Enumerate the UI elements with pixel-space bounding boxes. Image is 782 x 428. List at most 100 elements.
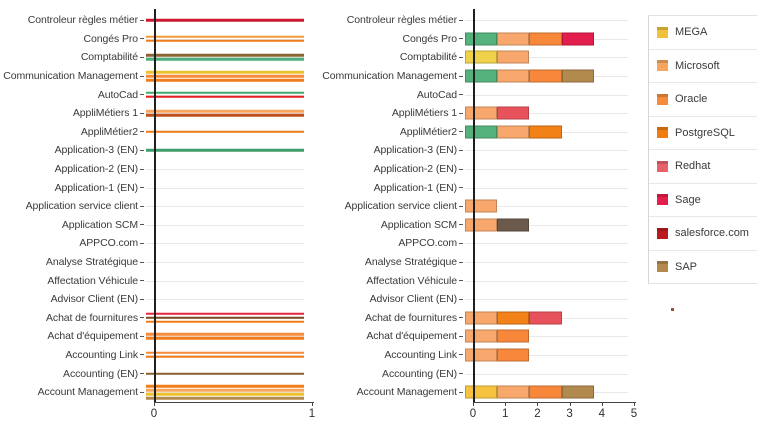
- row-plot-area: [146, 30, 332, 49]
- bar-segment[interactable]: [465, 199, 498, 213]
- bar-line-segment[interactable]: [146, 70, 304, 74]
- bar-segment[interactable]: [465, 32, 498, 46]
- bar-line-segment[interactable]: [146, 149, 304, 152]
- legend-item[interactable]: MEGA: [649, 16, 757, 50]
- bar-line-segment[interactable]: [146, 392, 304, 396]
- bar-line-segment[interactable]: [146, 316, 304, 320]
- bar-line-segment[interactable]: [146, 19, 304, 22]
- row-gridline: [465, 169, 628, 171]
- chart-row: Congés Pro: [2, 30, 332, 49]
- legend-item[interactable]: SAP: [649, 251, 757, 284]
- category-tick-mark: [459, 131, 463, 133]
- bar-segment[interactable]: [497, 50, 530, 64]
- bar-segment[interactable]: [497, 32, 530, 46]
- bar-line-segment[interactable]: [146, 351, 304, 355]
- bar-line-segment[interactable]: [146, 312, 304, 316]
- chart-row: AppliMétiers 1: [330, 104, 660, 123]
- bar-segment[interactable]: [497, 311, 530, 325]
- row-plot-area: [146, 178, 332, 197]
- category-tick-mark: [140, 298, 144, 300]
- row-gridline: [146, 187, 304, 189]
- row-plot-area: [146, 309, 332, 328]
- x-axis-tick: [154, 402, 155, 406]
- bar-segment[interactable]: [465, 218, 498, 232]
- bar-line-segment[interactable]: [146, 337, 304, 340]
- legend-item[interactable]: Redhat: [649, 150, 757, 184]
- bar-segment[interactable]: [561, 69, 594, 83]
- legend-item[interactable]: PostgreSQL: [649, 117, 757, 150]
- bar-segment[interactable]: [465, 348, 498, 362]
- bar-line-segment[interactable]: [146, 384, 304, 388]
- bar-segment[interactable]: [529, 125, 562, 139]
- bar-line-segment[interactable]: [146, 110, 304, 113]
- row-gridline: [465, 336, 628, 338]
- bar-segment[interactable]: [497, 348, 530, 362]
- bar-line-segment[interactable]: [146, 333, 304, 336]
- bar-line-segment[interactable]: [146, 35, 304, 39]
- bar-line-segment[interactable]: [146, 91, 304, 94]
- category-tick-mark: [459, 280, 463, 282]
- bar-segment[interactable]: [497, 329, 530, 343]
- category-tick-mark: [140, 187, 144, 189]
- category-tick-mark: [459, 391, 463, 393]
- bar-line-segment[interactable]: [146, 355, 304, 359]
- legend-item[interactable]: Microsoft: [649, 50, 757, 83]
- row-plot-area: [146, 383, 332, 402]
- bar-segment[interactable]: [465, 50, 498, 64]
- bar-segment[interactable]: [561, 385, 594, 399]
- bar-segment[interactable]: [465, 385, 498, 399]
- category-label-text: Accounting (EN): [382, 367, 457, 380]
- bar-segment[interactable]: [529, 311, 562, 325]
- bar-segment[interactable]: [465, 106, 498, 120]
- bar-segment[interactable]: [465, 125, 498, 139]
- row-plot-area: [146, 346, 332, 365]
- bar-line-segment[interactable]: [146, 388, 304, 392]
- bar-line-segment[interactable]: [146, 58, 304, 61]
- chart-row: Application SCM: [2, 216, 332, 235]
- bar-segment[interactable]: [561, 32, 594, 46]
- category-tick-mark: [459, 187, 463, 189]
- bar-line-segment[interactable]: [146, 114, 304, 117]
- chart-row: Accounting Link: [2, 346, 332, 365]
- category-tick-mark: [459, 168, 463, 170]
- bar-line-segment[interactable]: [146, 39, 304, 43]
- legend-item[interactable]: Sage: [649, 184, 757, 217]
- bar-line-segment[interactable]: [146, 372, 304, 375]
- bar-line-segment[interactable]: [146, 78, 304, 82]
- category-label-text: Advisor Client (EN): [369, 293, 457, 306]
- bar-segment[interactable]: [497, 218, 530, 232]
- bar-segment[interactable]: [465, 329, 498, 343]
- category-tick-mark: [459, 112, 463, 114]
- category-label-text: Analyse Stratégique: [364, 256, 457, 269]
- row-gridline: [465, 224, 628, 226]
- legend-item[interactable]: Oracle: [649, 83, 757, 117]
- bar-segment[interactable]: [497, 69, 530, 83]
- row-gridline: [465, 20, 628, 22]
- legend-item-label: MEGA: [675, 26, 708, 39]
- bar-segment[interactable]: [529, 385, 562, 399]
- chart-row: Communication Management: [322, 67, 660, 86]
- x-axis-tick-label: 2: [534, 408, 541, 420]
- category-label-text: Affectation Véhicule: [47, 274, 138, 287]
- x-axis-tick: [505, 402, 507, 406]
- bar-line-segment[interactable]: [146, 396, 304, 400]
- category-label: Comptabilité: [330, 51, 465, 63]
- bar-segment[interactable]: [497, 385, 530, 399]
- row-plot-area: [146, 141, 332, 160]
- bar-line-segment[interactable]: [146, 54, 304, 57]
- bar-segment[interactable]: [497, 125, 530, 139]
- bar-segment[interactable]: [497, 106, 530, 120]
- bar-line-segment[interactable]: [146, 74, 304, 78]
- bar-line-segment[interactable]: [146, 130, 304, 134]
- bar-segment[interactable]: [465, 69, 498, 83]
- bar-segment[interactable]: [529, 69, 562, 83]
- row-plot-area: [465, 364, 660, 383]
- row-plot-area: [465, 216, 660, 235]
- bar-segment[interactable]: [529, 32, 562, 46]
- chart-row: Application-3 (EN): [330, 141, 660, 160]
- category-label: Accounting (EN): [330, 368, 465, 380]
- bar-segment[interactable]: [465, 311, 498, 325]
- bar-line-segment[interactable]: [146, 95, 304, 98]
- bar-line-segment[interactable]: [146, 320, 304, 324]
- legend-item[interactable]: salesforce.com: [649, 217, 757, 251]
